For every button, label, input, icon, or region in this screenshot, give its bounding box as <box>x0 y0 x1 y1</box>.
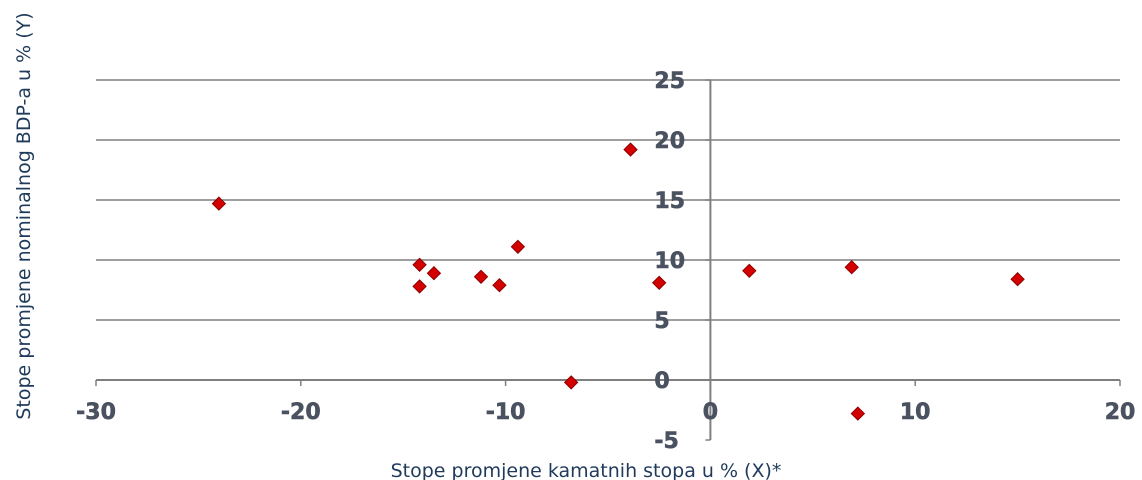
axes <box>95 79 1121 441</box>
x-tick-label: 10 <box>900 400 931 425</box>
x-axis-title: Stope promjene kamatnih stopa u % (X)* <box>391 460 782 480</box>
data-point <box>623 142 638 157</box>
data-point <box>426 265 442 281</box>
y-tick-labels: -5 0 5 10 15 20 25 <box>654 69 685 455</box>
y-axis-title: Stope promjene nominalnog BDP-a u % (Y) <box>13 12 35 419</box>
x-tick-labels: -30 -20 -10 0 10 20 <box>76 400 1136 426</box>
data-point <box>473 269 489 285</box>
x-tick-label: -20 <box>281 400 321 425</box>
data-point <box>412 279 427 294</box>
data-point <box>850 406 866 421</box>
data-point <box>1010 271 1025 287</box>
y-tick-label: 5 <box>654 309 669 334</box>
data-points <box>211 142 1025 421</box>
y-tick-label: 15 <box>654 189 685 214</box>
data-point <box>492 277 507 293</box>
data-point <box>211 196 227 211</box>
data-point <box>563 375 579 390</box>
data-point <box>844 259 859 275</box>
data-point <box>651 275 667 291</box>
data-point <box>412 257 427 273</box>
y-tick-label: 0 <box>654 369 669 394</box>
y-tick-label: 10 <box>654 249 685 274</box>
y-tick-label: 25 <box>654 69 685 94</box>
y-tick-label: 20 <box>654 129 685 154</box>
x-tick-label: -30 <box>76 400 116 425</box>
y-tick-label: -5 <box>654 429 678 454</box>
x-tick-label: 0 <box>703 400 718 425</box>
gridlines <box>96 79 1120 381</box>
x-tick-label: -10 <box>486 400 526 425</box>
data-point <box>510 239 526 255</box>
x-tick-label: 20 <box>1105 400 1136 425</box>
data-point <box>742 263 757 279</box>
